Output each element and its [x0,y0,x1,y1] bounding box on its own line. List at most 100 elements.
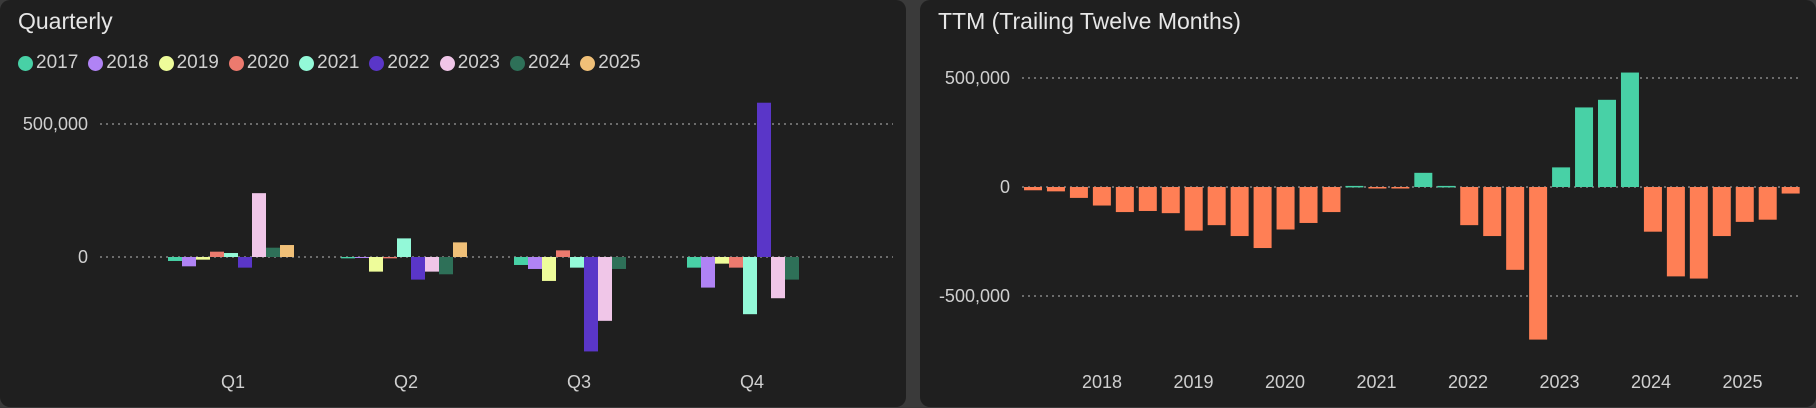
ttm-panel: TTM (Trailing Twelve Months) -500,000 0 50… [920,0,1816,407]
x-tick-label: 2018 [1082,372,1122,392]
bar[interactable] [1299,187,1318,223]
bar[interactable] [1322,187,1341,213]
legend-label: 2022 [387,52,430,73]
bar[interactable] [453,242,467,257]
bar[interactable] [238,257,252,268]
bar[interactable] [1230,187,1249,237]
legend-item[interactable]: 2022 [369,52,430,74]
bar[interactable] [1184,187,1203,231]
bar[interactable] [701,257,715,288]
bar[interactable] [168,257,182,261]
legend-item[interactable]: 2020 [228,52,289,74]
bar[interactable] [1207,187,1226,226]
bar[interactable] [1758,187,1777,220]
bar[interactable] [1735,187,1754,222]
bar[interactable] [743,257,757,315]
legend-swatch [369,55,385,71]
bar[interactable] [224,253,238,257]
bar[interactable] [439,257,453,275]
bar[interactable] [785,257,799,280]
bar[interactable] [570,257,584,268]
bar[interactable] [556,250,570,257]
bar[interactable] [1161,187,1180,214]
bar[interactable] [1529,187,1548,340]
bar[interactable] [1069,187,1088,198]
bar[interactable] [397,238,411,257]
legend-label: 2024 [527,52,571,73]
bar[interactable] [1046,187,1065,192]
legend-swatch [88,55,104,71]
bar[interactable] [1598,99,1616,187]
bar[interactable] [210,251,224,257]
bar[interactable] [771,257,785,299]
bar[interactable] [1643,187,1662,232]
bar[interactable] [1345,185,1364,188]
x-tick-label: Q4 [740,372,764,392]
bar[interactable] [1506,187,1525,270]
bar[interactable] [1092,187,1111,206]
bar[interactable] [1138,187,1157,211]
bar[interactable] [542,257,556,281]
bar[interactable] [584,257,598,352]
legend-item[interactable]: 2018 [88,52,149,74]
bar[interactable] [1414,172,1433,187]
legend-swatch [439,55,455,71]
bar[interactable] [1024,187,1042,191]
bar[interactable] [757,102,771,257]
bar[interactable] [514,257,528,265]
x-tick-label: 2023 [1539,372,1579,392]
legend-item[interactable]: 2025 [580,52,641,74]
x-tick-label: 2019 [1173,372,1213,392]
bar[interactable] [1575,107,1594,187]
bar[interactable] [528,257,542,269]
bar[interactable] [1483,187,1502,237]
bar[interactable] [1620,72,1639,187]
bar[interactable] [1460,187,1479,226]
bar[interactable] [1666,187,1685,277]
x-tick-label: Q2 [394,372,418,392]
bar[interactable] [383,257,397,259]
legend-item[interactable]: 2019 [158,52,219,74]
legend-swatch [580,55,596,71]
legend-label: 2019 [176,52,219,73]
y-tick-label: 0 [1000,177,1010,197]
quarterly-panel: Quarterly 2017 2018 2019 2020 2021 2022 2023 20… [0,0,906,407]
x-tick-label: 2021 [1356,372,1396,392]
bar[interactable] [355,257,369,258]
legend-item[interactable]: 2023 [439,52,500,74]
bar[interactable] [1368,187,1387,189]
bar[interactable] [1781,187,1800,194]
bar[interactable] [1689,187,1708,279]
bar[interactable] [341,257,355,259]
legend-label: 2017 [36,52,79,73]
bar[interactable] [598,257,612,321]
bar[interactable] [1276,187,1295,230]
bar[interactable] [687,257,701,268]
bar[interactable] [1253,187,1272,249]
bar[interactable] [715,257,729,264]
legend-item[interactable]: 2024 [509,52,571,74]
legend-item[interactable]: 2021 [299,52,359,74]
bar[interactable] [1391,187,1410,189]
bar[interactable] [280,245,294,257]
bar[interactable] [196,257,210,260]
y-tick-label: 0 [78,247,88,267]
bar[interactable] [1552,167,1571,187]
ttm-chart: -500,000 0 500,000 2018 2019 2020 2021 2022 2023… [939,68,1802,392]
bar[interactable] [182,257,196,267]
bar[interactable] [369,257,383,272]
bar[interactable] [612,257,626,269]
bar[interactable] [252,193,266,257]
bar[interactable] [729,257,743,268]
x-tick-label: Q3 [567,372,591,392]
bar[interactable] [1115,187,1134,213]
legend-item[interactable]: 2017 [18,52,78,74]
legend-label: 2018 [106,52,149,73]
bar[interactable] [411,257,425,280]
bar[interactable] [1712,187,1731,237]
bar[interactable] [1437,185,1456,188]
bar[interactable] [266,247,280,257]
bar[interactable] [425,257,439,272]
legend-label: 2021 [317,52,360,73]
legend-swatch [18,55,33,71]
